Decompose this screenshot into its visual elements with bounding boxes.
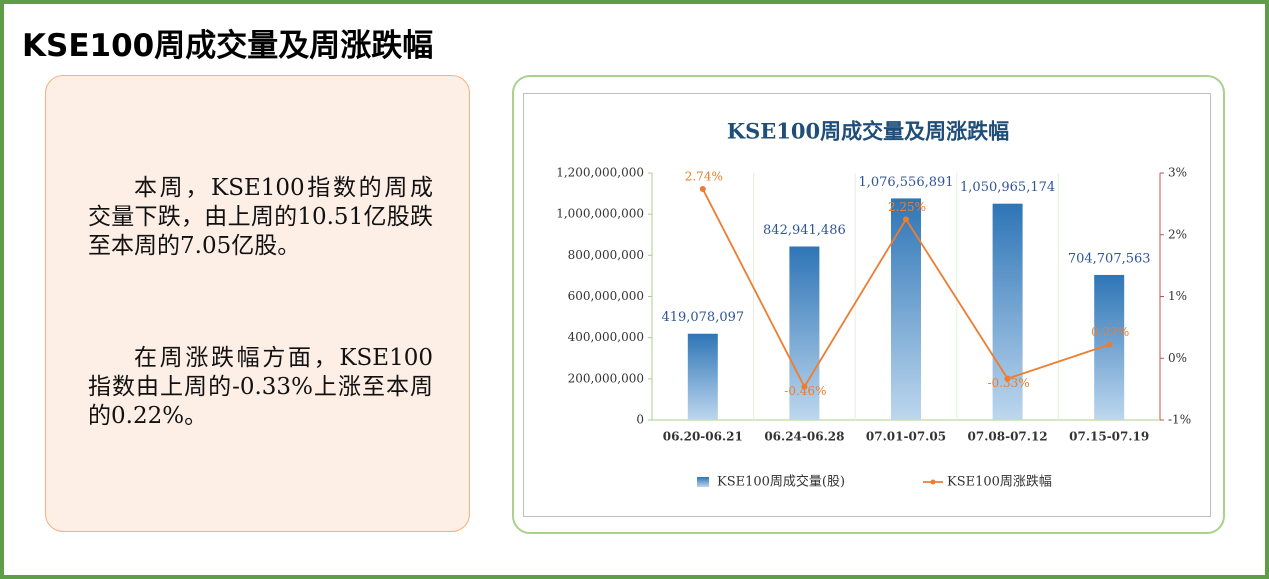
bar-value-label: 419,078,097	[661, 310, 744, 325]
legend-marker	[930, 479, 936, 485]
y-tick-label: 800,000,000	[568, 248, 644, 262]
y-tick-label: 600,000,000	[568, 289, 644, 303]
bar-value-label: 704,707,563	[1068, 251, 1151, 266]
line-marker	[801, 383, 808, 390]
line-marker	[1004, 375, 1011, 382]
chart-title: KSE100周成交量及周涨跌幅	[727, 119, 1009, 144]
bar-value-label: 1,050,965,174	[960, 180, 1055, 195]
line-marker	[699, 186, 706, 193]
y-tick-label: 200,000,000	[568, 371, 644, 385]
y-tick-label: 0	[636, 413, 644, 427]
x-tick-label: 06.20-06.21	[663, 430, 743, 444]
line-value-label: 0.22%	[1091, 325, 1129, 339]
bar	[891, 198, 921, 420]
line-value-label: -0.33%	[988, 376, 1030, 390]
line-marker	[1106, 341, 1113, 348]
y2-tick-label: 0%	[1168, 351, 1187, 365]
legend-swatch	[697, 477, 709, 487]
bar	[687, 333, 718, 420]
x-tick-label: 07.01-07.05	[866, 430, 946, 444]
y-tick-label: 400,000,000	[568, 330, 644, 344]
y2-tick-label: 3%	[1168, 166, 1187, 180]
x-tick-label: 06.24-06.28	[764, 430, 844, 444]
paragraph: 本周，KSE100指数的周成交量下跌，由上周的10.51亿股跌至本周的7.05亿…	[88, 175, 433, 259]
bar-value-label: 842,941,486	[763, 223, 846, 238]
y2-tick-label: 2%	[1168, 227, 1187, 241]
line-marker	[903, 216, 909, 223]
page-title: KSE100周成交量及周涨跌幅	[22, 28, 434, 64]
paragraph: 在周涨跌幅方面，KSE100指数由上周的-0.33%上涨至本周的0.22%。	[88, 345, 433, 429]
line-value-label: 2.74%	[685, 170, 723, 184]
bar-value-label: 1,076,556,891	[858, 175, 953, 190]
y2-tick-label: -1%	[1168, 413, 1191, 427]
line-value-label: -0.46%	[784, 384, 826, 398]
line-value-label: 2.25%	[888, 200, 926, 214]
legend-label: KSE100周涨跌幅	[947, 474, 1052, 490]
bar	[992, 203, 1023, 420]
x-tick-label: 07.15-07.19	[1069, 430, 1149, 444]
x-tick-label: 07.08-07.12	[968, 430, 1048, 444]
y-tick-label: 1,000,000,000	[556, 207, 644, 221]
chart-frame	[523, 93, 1211, 517]
bar	[789, 246, 820, 420]
y-tick-label: 1,200,000,000	[556, 166, 644, 180]
summary-box: 本周，KSE100指数的周成交量下跌，由上周的10.51亿股跌至本周的7.05亿…	[45, 75, 470, 532]
legend-label: KSE100周成交量(股)	[717, 474, 845, 490]
y2-tick-label: 1%	[1168, 289, 1187, 303]
